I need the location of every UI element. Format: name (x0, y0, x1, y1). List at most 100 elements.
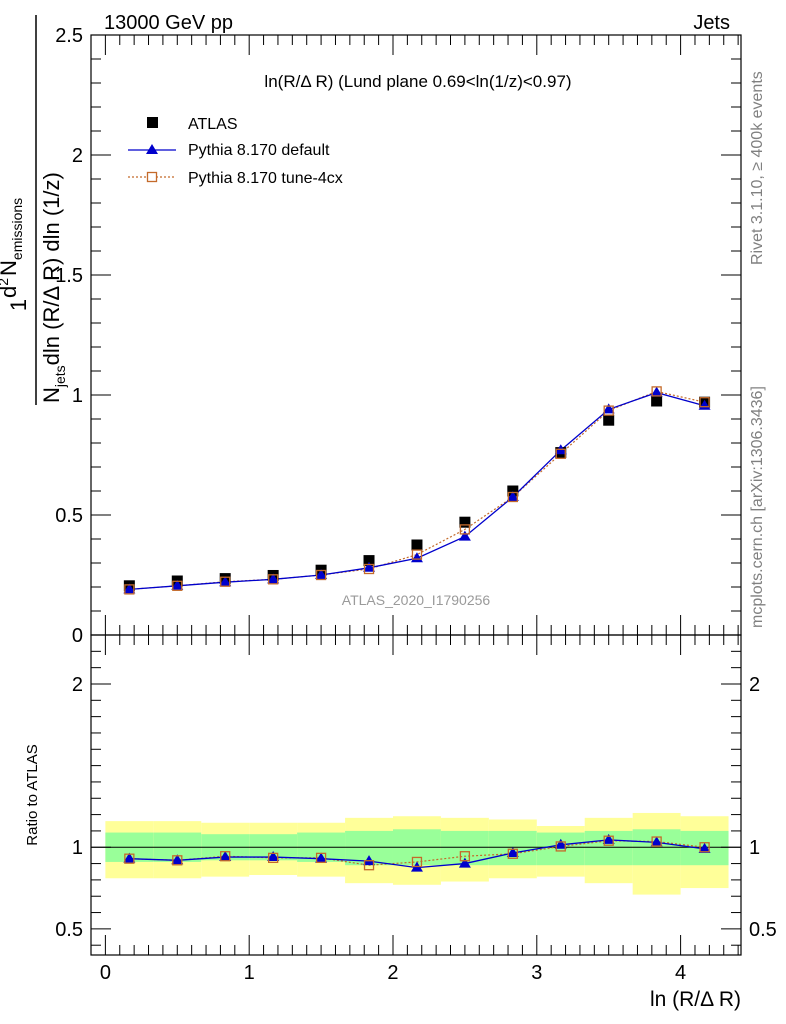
ratio-axis-ticks: 0.5 0.5 1 1 2 2 0 1 2 3 4 (55, 635, 777, 984)
default-point (123, 583, 136, 594)
ratio-tune-point (363, 860, 375, 871)
ratio-tune-point (220, 851, 231, 862)
tune-point (124, 584, 135, 595)
main-ytick-label: 1.5 (55, 265, 83, 287)
ylabel-one: 1 (6, 299, 31, 311)
tune-point (411, 549, 423, 560)
tune-point (507, 491, 518, 503)
ratio-default-point (123, 852, 136, 863)
ylabel-num-d: d (0, 286, 21, 298)
default-point (602, 403, 615, 414)
ratio-tune-point (651, 836, 662, 847)
ratio-ytick-label: 2 (72, 674, 83, 696)
ratio-uncertainty-bands (105, 812, 729, 895)
legend: ATLAS Pythia 8.170 default Pythia 8.170 … (128, 116, 343, 187)
main-ytick-label: 1 (72, 385, 83, 407)
ratio-tune-point (124, 853, 135, 864)
x-axis-label: ln (R/Δ R) (650, 988, 741, 1011)
ratio-default-point (219, 851, 232, 862)
default-point (315, 569, 328, 579)
ylabel-den-rest: dln (R/Δ R) dln (1/z) (39, 172, 64, 365)
tune-point (459, 524, 471, 535)
default-point (363, 561, 376, 572)
default-point (506, 491, 519, 501)
ratio-default-point (602, 833, 615, 844)
ratio-default-point (315, 852, 328, 863)
ratio-ytick-label-right: 1 (749, 837, 760, 859)
ratio-default-point (267, 851, 280, 862)
ratio-y-axis-label: Ratio to ATLAS (24, 744, 41, 845)
ylabel-num-pow: 2 (0, 278, 11, 286)
legend-label-atlas: ATLAS (188, 116, 238, 133)
atlas-point (363, 555, 375, 567)
plot-title: ln(R/Δ R) (Lund plane 0.69<ln(1/z)<0.97) (264, 72, 571, 91)
ratio-tune-point (172, 855, 183, 866)
analysis-label: ATLAS_2020_I1790256 (342, 592, 491, 608)
ratio-tune-point (699, 842, 710, 853)
default-point (219, 576, 232, 587)
ylabel-numerator: d2 Nemissions (0, 198, 25, 298)
tune-point (603, 405, 614, 416)
ratio-tune-point (603, 835, 614, 846)
ylabel-den-N: N (39, 387, 64, 403)
main-series (123, 386, 711, 595)
ratio-tune-point (459, 851, 471, 862)
ratio-xtick-label: 2 (387, 962, 398, 984)
ratio-tune-point (507, 848, 518, 859)
default-point (650, 386, 663, 397)
side-mcplots-label: mcplots.cern.ch [arXiv:1306.3436] (749, 386, 766, 628)
ylabel-num-sub: emissions (9, 198, 25, 260)
main-axis-ticks: 0 0.5 1 1.5 2 2.5 (55, 25, 741, 647)
tune-point (315, 569, 327, 581)
ratio-xtick-label: 1 (244, 962, 255, 984)
header-jets: Jets (693, 12, 730, 34)
legend-label-default: Pythia 8.170 default (188, 142, 330, 159)
main-ytick-label: 2 (72, 145, 83, 167)
ratio-default-point (506, 846, 519, 857)
side-rivet-label: Rivet 3.1.10, ≥ 400k events (749, 71, 766, 265)
ratio-tune-point (315, 852, 327, 864)
tune-point (220, 576, 231, 587)
atlas-point (651, 395, 663, 407)
ylabel-num-N: N (0, 260, 21, 276)
default-point (267, 573, 280, 584)
ratio-tune-point (555, 841, 566, 852)
legend-marker-atlas (147, 117, 158, 128)
header-energy: 13000 GeV pp (104, 12, 233, 34)
ratio-ytick-label-right: 2 (749, 674, 760, 696)
ratio-default-point (458, 857, 471, 868)
ratio-default-point (698, 842, 711, 853)
main-panel: 0 0.5 1 1.5 2 2.5 ln(R/Δ R) (Lund plane 0.69<… (0, 15, 742, 647)
ylabel-den-sub: jets (52, 365, 68, 388)
tune-point (651, 386, 662, 397)
ratio-series (123, 833, 711, 872)
ratio-default-point (171, 854, 184, 865)
ratio-default-point (554, 838, 567, 849)
ratio-tune-point (268, 852, 279, 864)
ratio-ytick-label: 0.5 (55, 919, 83, 941)
ratio-panel: 0.5 0.5 1 1 2 2 0 1 2 3 4 Ratio to ATLAS ln (R/Δ R… (24, 634, 777, 1011)
tune-point (268, 574, 279, 585)
main-ytick-label: 2.5 (55, 25, 83, 47)
atlas-point (459, 516, 471, 528)
tune-point (699, 397, 710, 408)
tune-point (172, 580, 183, 591)
ratio-ytick-label-right: 0.5 (749, 919, 777, 941)
tune-point (555, 448, 566, 459)
ratio-default-point (650, 836, 663, 847)
ylabel-denominator: Njetsdln (R/Δ R) dln (1/z) (39, 172, 68, 403)
legend-marker-default (146, 144, 158, 154)
tune-point (363, 563, 375, 575)
main-y-axis-label: 1 d2 Nemissions Njetsdln (R/Δ R) dln (1/z… (0, 15, 68, 405)
main-ytick-label: 0.5 (55, 505, 83, 527)
atlas-point (603, 414, 615, 426)
atlas-point (411, 539, 423, 551)
ratio-xtick-label: 0 (100, 962, 111, 984)
legend-label-tune: Pythia 8.170 tune-4cx (188, 170, 343, 187)
ratio-frame (90, 634, 742, 956)
ratio-xtick-label: 4 (675, 962, 686, 984)
default-point (458, 530, 471, 541)
ratio-xtick-label: 3 (531, 962, 542, 984)
ratio-tune-point (411, 856, 423, 868)
